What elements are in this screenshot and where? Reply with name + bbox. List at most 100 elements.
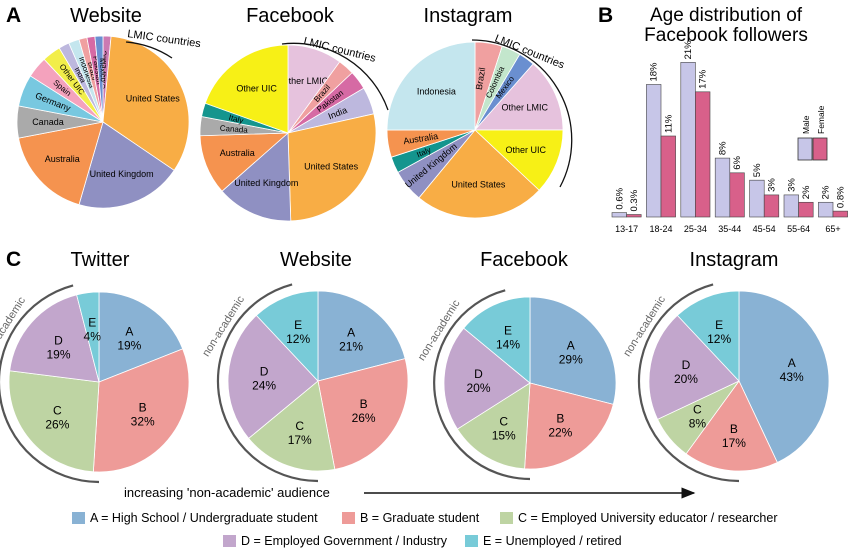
- slice-value-c: 15%: [492, 428, 516, 442]
- pie-slice-mexico: [94, 35, 104, 123]
- slice-label-united-kingdom: United Kingdom: [234, 178, 298, 188]
- bar-female-65: [832, 210, 848, 218]
- panel-label-a: A: [6, 4, 21, 27]
- bar-value-label: 17%: [698, 69, 709, 89]
- pie-slice-united-states: [418, 129, 540, 219]
- legend-label-c: C = Employed University educator / resea…: [518, 511, 778, 525]
- slice-label-united-kingdom: United Kingdom: [90, 169, 154, 179]
- slice-label-a: A: [347, 325, 355, 339]
- slice-value-d: 24%: [252, 379, 276, 393]
- bar-legend: Male Female: [797, 105, 828, 161]
- slice-label-c: C: [53, 403, 62, 417]
- pie-slice-a: [98, 291, 184, 383]
- slice-label-d: D: [474, 367, 483, 381]
- slice-label-c: C: [295, 419, 304, 433]
- slice-label-a: A: [567, 338, 575, 352]
- slice-value-d: 20%: [674, 372, 698, 386]
- pie-slice-d: [648, 314, 740, 420]
- pie-slice-e: [463, 296, 531, 384]
- pie-slice-other-uic: [473, 129, 564, 191]
- x-tick-label: 13-17: [615, 224, 638, 234]
- slice-value-c: 17%: [288, 433, 312, 447]
- legend-swatch-female: [812, 137, 828, 161]
- slice-value-b: 32%: [131, 415, 155, 429]
- pie-slice-a: [529, 296, 617, 405]
- bar-value-label: 5%: [752, 163, 763, 177]
- slice-value-b: 17%: [722, 436, 746, 450]
- pie-title-facebook: Facebook: [246, 5, 335, 27]
- pie-title-website-c: Website: [280, 249, 352, 271]
- pie-slice-d: [9, 294, 100, 383]
- legend-swatch-c: [500, 512, 513, 524]
- legend-swatch-b: [342, 512, 355, 524]
- bar-chart-title-line2: Facebook followers: [644, 25, 808, 46]
- panel-label-b: B: [598, 4, 613, 27]
- slice-label-other-uic: Other UIC: [505, 145, 546, 155]
- category-legend: A = High School / Undergraduate student B…: [72, 511, 778, 548]
- legend-label-e: E = Unemployed / retired: [483, 534, 622, 548]
- pie-chart-instagram-audience: A43%B17%C8%D20%E12%non-academic: [621, 283, 830, 483]
- bar-male-25-34: [680, 62, 696, 218]
- x-tick-label: 45-54: [753, 224, 776, 234]
- slice-value-a: 43%: [780, 370, 804, 384]
- x-tick-label: 65+: [825, 224, 840, 234]
- bar-value-label: 3%: [767, 178, 778, 192]
- slice-value-c: 26%: [45, 417, 69, 431]
- bar-male-55-64: [783, 194, 799, 218]
- pie-slice-b: [317, 358, 409, 470]
- bar-value-label: 2%: [821, 185, 832, 199]
- bar-value-label: 6%: [732, 156, 743, 170]
- pie-slice-e: [76, 291, 100, 383]
- bar-female-18-24: [660, 135, 676, 218]
- pie-slice-b: [524, 382, 614, 470]
- pie-slice-e: [255, 290, 319, 383]
- pie-title-instagram: Instagram: [424, 5, 513, 27]
- pie-slice-c: [248, 380, 336, 472]
- pie-title-facebook-c: Facebook: [480, 249, 569, 271]
- bar-value-label: 0.8%: [835, 186, 846, 208]
- pie-chart-website-audience: A21%B26%C17%D24%E12%non-academic: [200, 283, 409, 483]
- slice-label-united-states: United States: [126, 94, 181, 104]
- slice-label-other-uic: Other UIC: [236, 83, 277, 93]
- bar-value-label: 8%: [717, 141, 728, 155]
- x-tick-label: 55-64: [787, 224, 810, 234]
- pie-slice-d: [227, 314, 319, 439]
- slice-label-united-states: United States: [304, 161, 359, 171]
- slice-value-d: 19%: [46, 347, 70, 361]
- bar-value-label: 21%: [683, 40, 694, 60]
- bar-female-45-54: [763, 194, 780, 218]
- pie-slice-indonesia: [386, 41, 476, 131]
- x-tick-label: 25-34: [684, 224, 707, 234]
- slice-label-e: E: [504, 323, 512, 337]
- slice-label-indonesia: Indonesia: [417, 86, 456, 96]
- bar-value-label: 18%: [649, 62, 660, 82]
- slice-label-australia: Australia: [45, 154, 80, 164]
- slice-label-united-states: United States: [451, 179, 506, 189]
- non-academic-arc: [637, 283, 740, 483]
- slice-value-e: 12%: [286, 332, 310, 346]
- bar-male-13-17: [611, 212, 627, 218]
- legend-label-d: D = Employed Government / Industry: [241, 534, 448, 548]
- bar-value-label: 3%: [786, 178, 797, 192]
- slice-label-e: E: [715, 318, 723, 332]
- slice-label-a: A: [125, 324, 133, 338]
- pie-slice-united-kingdom: [78, 121, 175, 209]
- slice-label-b: B: [360, 397, 368, 411]
- slice-label-c: C: [693, 402, 702, 416]
- slice-label-other-lmic: Other LMIC: [501, 103, 548, 113]
- pie-slice-a: [317, 290, 406, 382]
- slice-value-b: 22%: [548, 426, 572, 440]
- bar-value-label: 2%: [801, 185, 812, 199]
- x-tick-label: 35-44: [718, 224, 741, 234]
- bar-male-65: [818, 201, 834, 218]
- slice-value-c: 8%: [689, 416, 707, 430]
- bar-female-35-44: [729, 172, 745, 218]
- slice-label-brazil: Brazil: [474, 67, 487, 91]
- pie-slice-united-kingdom: [221, 132, 292, 222]
- pie-slice-united-states: [287, 113, 377, 222]
- slice-label-e: E: [294, 318, 302, 332]
- legend-swatch-d: [223, 535, 236, 547]
- pie-slice-a: [738, 290, 830, 463]
